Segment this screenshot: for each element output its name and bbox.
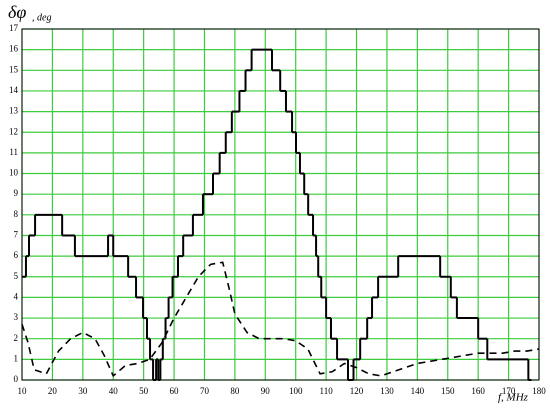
- x-tick-label: 110: [320, 386, 334, 396]
- x-tick-label: 140: [411, 386, 425, 396]
- x-tick-label: 60: [170, 386, 180, 396]
- y-tick-label: 11: [9, 147, 18, 157]
- x-tick-label: 20: [48, 386, 58, 396]
- y-tick-label: 12: [9, 126, 18, 136]
- x-tick-label: 130: [380, 386, 394, 396]
- y-tick-label: 14: [9, 85, 19, 95]
- y-tick-label: 13: [9, 106, 19, 116]
- x-tick-label: 150: [441, 386, 455, 396]
- x-tick-label: 70: [200, 386, 210, 396]
- x-tick-label: 170: [502, 386, 516, 396]
- x-tick-label: 40: [109, 386, 119, 396]
- y-tick-label: 16: [9, 44, 19, 54]
- plot-frame: [21, 28, 540, 381]
- x-tick-label: 90: [261, 386, 271, 396]
- x-tick-label: 50: [139, 386, 149, 396]
- x-tick-label: 80: [230, 386, 240, 396]
- y-tick-label: 3: [14, 312, 19, 322]
- x-tick-label: 30: [78, 386, 88, 396]
- y-tick-label: 6: [14, 250, 19, 260]
- x-tick-label: 160: [471, 386, 485, 396]
- x-tick-label: 180: [532, 386, 546, 396]
- x-tick-label: 120: [350, 386, 364, 396]
- y-tick-label: 9: [14, 188, 19, 198]
- y-axis-label: δφ: [8, 2, 26, 22]
- y-tick-label: 4: [14, 291, 19, 301]
- line-series: [21, 261, 540, 377]
- y-tick-label: 10: [9, 168, 19, 178]
- y-axis-label-unit: , deg: [32, 12, 51, 23]
- y-tick-label: 2: [14, 333, 19, 343]
- y-tick-label: 7: [14, 230, 19, 240]
- y-tick-label: 17: [9, 23, 19, 33]
- y-tick-label: 1: [14, 353, 19, 363]
- y-tick-label: 5: [14, 271, 19, 281]
- y-tick-label: 0: [14, 374, 19, 384]
- x-tick-label: 10: [18, 386, 28, 396]
- x-tick-label: 100: [289, 386, 303, 396]
- x-axis-label: f, MHz: [498, 392, 529, 404]
- y-tick-label: 8: [14, 209, 19, 219]
- y-tick-label: 15: [9, 64, 19, 74]
